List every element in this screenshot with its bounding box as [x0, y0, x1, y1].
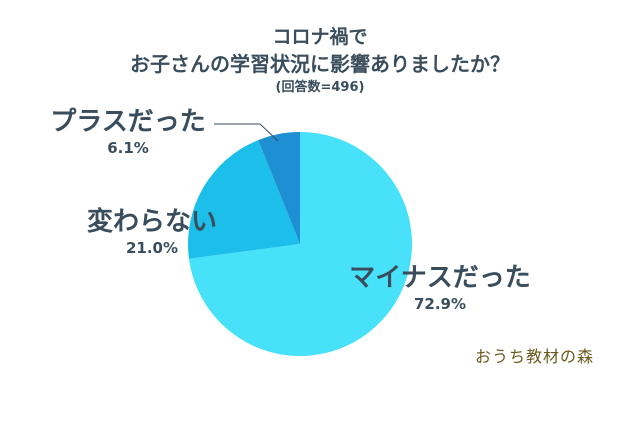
- slice-percent: 72.9%: [413, 295, 467, 313]
- pie-slice-minus: [188, 132, 412, 356]
- pie-slices: [187, 132, 412, 356]
- slice-name: マイナスだった: [349, 263, 531, 293]
- brand-logo: おうち教材の森: [475, 347, 595, 366]
- slice-percent: 21.0%: [125, 239, 179, 257]
- slice-name: 変わらない: [86, 207, 217, 237]
- pie-slice-unchanged: [187, 140, 300, 259]
- slice-name: プラスだった: [50, 107, 206, 137]
- sample-size-note: (回答数=496): [275, 80, 365, 95]
- slice-label-minus: マイナスだった 72.9%: [330, 262, 550, 314]
- slice-label-unchanged: 変わらない 21.0%: [62, 206, 242, 258]
- chart-title-line1: コロナ禍で: [272, 26, 368, 48]
- slice-label-plus: プラスだった 6.1%: [28, 106, 228, 158]
- chart-title-line2: お子さんの学習状況に影響ありましたか？: [130, 52, 510, 76]
- slice-percent: 6.1%: [107, 139, 149, 157]
- leader-line: [259, 123, 279, 142]
- pie-slice-plus: [258, 132, 300, 244]
